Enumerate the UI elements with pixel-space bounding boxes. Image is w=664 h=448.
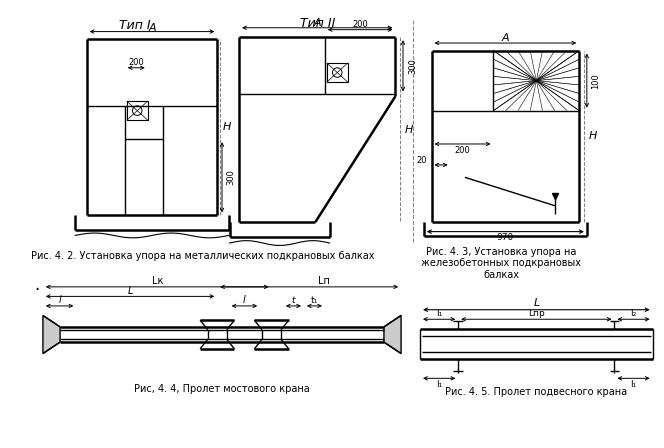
Text: Тип I: Тип I xyxy=(119,19,150,32)
Text: .: . xyxy=(35,276,40,294)
Text: Lк: Lк xyxy=(151,276,163,286)
Text: 200: 200 xyxy=(353,21,368,30)
Text: Lп: Lп xyxy=(317,276,329,286)
Text: t: t xyxy=(291,296,295,305)
Text: l₁: l₁ xyxy=(630,380,637,389)
Text: 300: 300 xyxy=(226,169,235,185)
Text: l₁: l₁ xyxy=(436,309,442,318)
Text: Рис. 4. 3, Установка упора на
железобетонных подкрановых
балках: Рис. 4. 3, Установка упора на железобето… xyxy=(421,247,581,280)
Polygon shape xyxy=(384,315,401,353)
Text: A: A xyxy=(501,33,509,43)
Text: A: A xyxy=(148,23,156,33)
Text: H: H xyxy=(588,131,597,142)
Text: H: H xyxy=(404,125,413,135)
Text: 200: 200 xyxy=(455,146,470,155)
Text: l: l xyxy=(58,295,62,305)
Text: Рис. 4. 2. Установка упора на металлических подкрановых балках: Рис. 4. 2. Установка упора на металличес… xyxy=(31,251,374,261)
Text: l₂: l₂ xyxy=(630,309,637,318)
Text: Lпр: Lпр xyxy=(528,309,544,318)
Text: 200: 200 xyxy=(128,57,144,67)
Text: 100: 100 xyxy=(591,73,600,89)
Text: 970: 970 xyxy=(497,233,514,242)
Text: l: l xyxy=(243,295,246,305)
Text: l₁: l₁ xyxy=(436,380,442,389)
Text: 20: 20 xyxy=(416,155,427,165)
Text: Рис. 4. 5. Пролет подвесного крана: Рис. 4. 5. Пролет подвесного крана xyxy=(446,387,627,396)
Text: L: L xyxy=(127,286,133,296)
Text: H: H xyxy=(222,122,231,132)
Bar xyxy=(327,63,348,82)
Text: t₁: t₁ xyxy=(311,296,318,305)
Bar xyxy=(127,101,147,120)
Text: A: A xyxy=(313,18,321,28)
Text: Рис, 4. 4, Пролет мостового крана: Рис, 4. 4, Пролет мостового крана xyxy=(134,384,310,394)
Text: L: L xyxy=(533,298,539,308)
Text: 300: 300 xyxy=(408,58,417,74)
Polygon shape xyxy=(43,315,60,353)
Text: Тип II: Тип II xyxy=(299,17,335,30)
